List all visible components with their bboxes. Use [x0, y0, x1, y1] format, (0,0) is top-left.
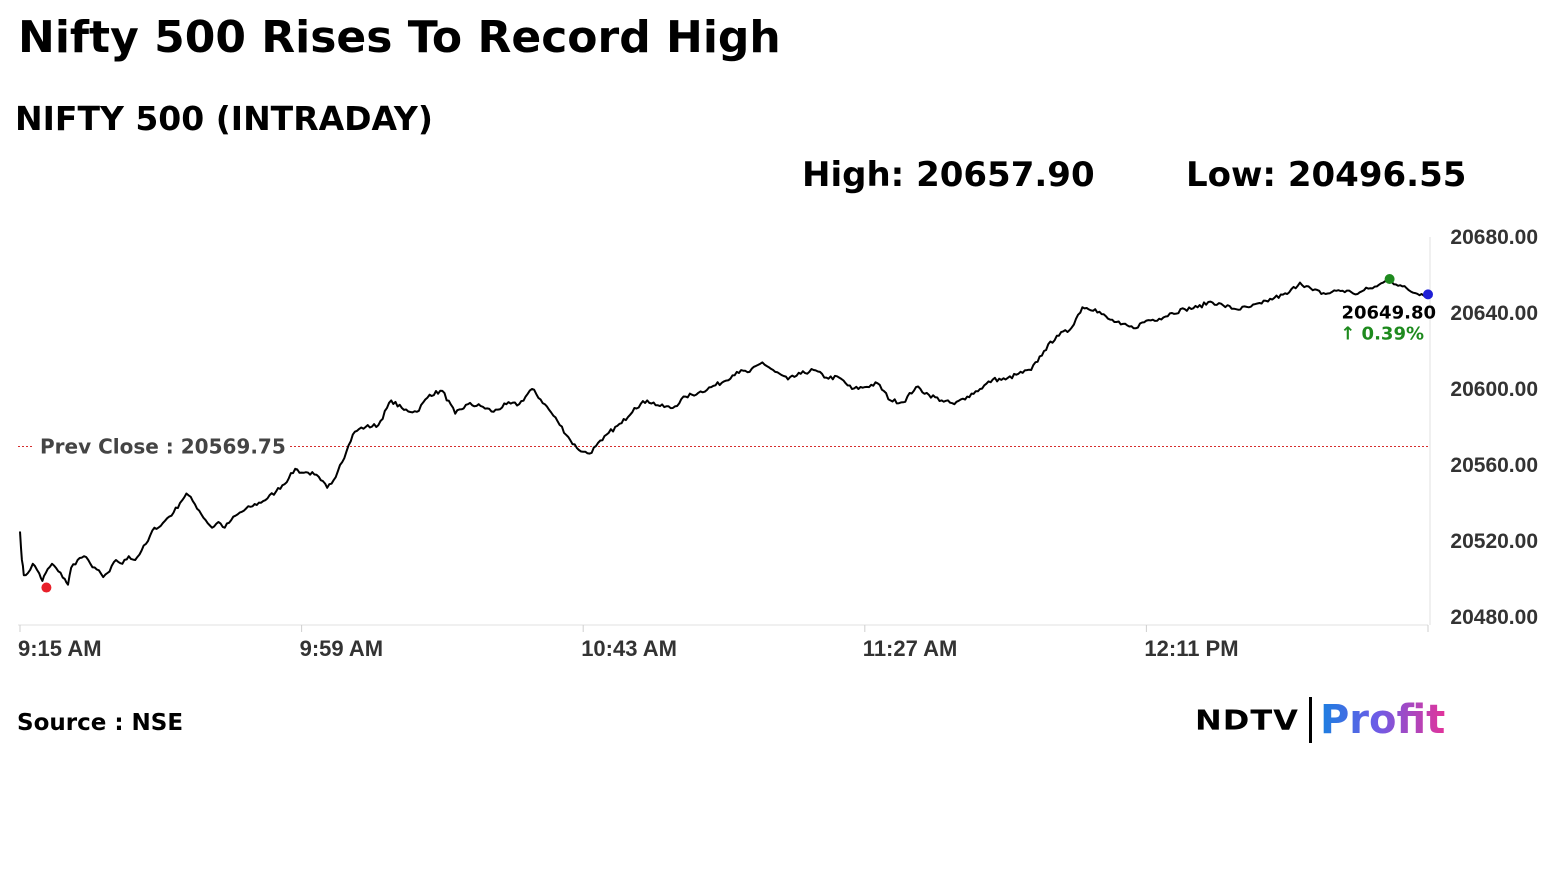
y-tick-label: 20600.00: [1450, 378, 1538, 401]
x-tick-label: 10:43 AM: [581, 636, 677, 661]
y-tick-label: 20640.00: [1450, 302, 1538, 325]
change-percent-label: ↑ 0.39%: [1340, 323, 1424, 344]
logo-ndtv: NDTV: [1195, 703, 1299, 737]
logo-divider: [1308, 697, 1312, 743]
chart-ticks: 20480.00 20520.00 20560.00 20600.00 20640.00…: [18, 226, 1538, 661]
intraday-line-chart: 20480.00 20520.00 20560.00 20600.00 20640.00…: [18, 226, 1538, 661]
y-tick-label: 20560.00: [1450, 454, 1538, 477]
low-value: Low: 20496.55: [1186, 155, 1467, 195]
x-tick-label: 9:15 AM: [18, 636, 102, 661]
chart-title: NIFTY 500 (INTRADAY): [15, 99, 433, 138]
y-tick-label: 20680.00: [1450, 226, 1538, 249]
high-value: High: 20657.90: [802, 155, 1095, 195]
last-value-marker: [1423, 289, 1433, 300]
last-value-label: 20649.80: [1341, 302, 1436, 323]
logo-profit: Profit: [1319, 697, 1446, 743]
headline: Nifty 500 Rises To Record High: [18, 12, 781, 63]
source-note: Source : NSE: [17, 710, 184, 736]
x-tick-label: 11:27 AM: [863, 636, 958, 661]
series-line: [19, 278, 1429, 586]
ndtv-profit-logo: NDTV Profit: [1195, 696, 1445, 744]
low-marker: [41, 582, 52, 593]
x-tick-label: 12:11 PM: [1144, 636, 1238, 661]
y-tick-label: 20520.00: [1450, 530, 1538, 553]
chart-axes: [18, 237, 1431, 626]
x-tick-label: 9:59 AM: [300, 636, 384, 661]
prev-close-label-bg: [34, 433, 290, 460]
prev-close-label: Prev Close : 20569.75: [40, 434, 286, 458]
y-tick-label: 20480.00: [1450, 606, 1538, 629]
high-marker: [1384, 273, 1395, 284]
